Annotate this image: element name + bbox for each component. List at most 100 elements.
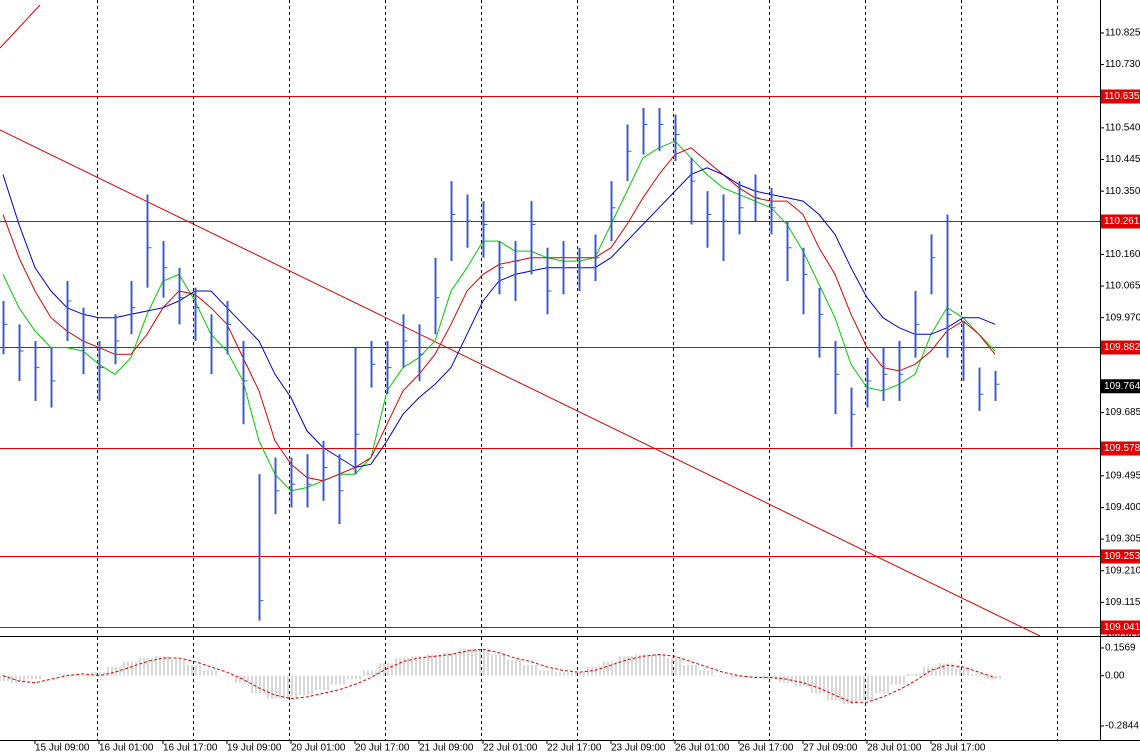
oscillator-bar [891,675,893,685]
oscillator-bar [743,675,745,678]
y-tick-label: 0.00 [1105,670,1125,681]
oscillator-bar [799,675,801,687]
oscillator-bar [575,672,577,676]
oscillator-bar [415,656,417,676]
oscillator-bar [311,675,313,696]
oscillator-bar [323,675,325,690]
oscillator-bar [91,672,93,676]
oscillator-bar [259,675,261,694]
oscillator-bar [387,663,389,676]
oscillator-bar [287,675,289,699]
oscillator-bar [39,675,41,680]
x-tick-label: 22 Jul 01:00 [483,743,538,754]
oscillator-bar [735,675,737,678]
oscillator-bar [467,649,469,676]
oscillator-bar [711,670,713,676]
level-label-box [1101,441,1140,456]
oscillator-bar [719,675,721,677]
oscillator-bar [511,659,513,676]
oscillator-bar [819,675,821,694]
oscillator-bar [643,654,645,676]
y-tick-label: 110.350 [1105,186,1140,197]
oscillator-bar [347,675,349,680]
oscillator-bar [671,658,673,676]
oscillator-bar [887,675,889,694]
oscillator-bar [883,675,885,694]
oscillator-bar [143,658,145,676]
oscillator-bar [3,675,5,681]
oscillator-bar [183,659,185,676]
oscillator-bar [675,658,677,676]
oscillator-bar [895,675,897,685]
oscillator-bar [255,675,257,694]
oscillator-bar [55,675,57,677]
oscillator-bar [723,675,725,677]
oscillator-bar [555,672,557,676]
oscillator-bar [823,675,825,694]
oscillator-bar [527,665,529,676]
oscillator-bar [191,665,193,676]
oscillator-bar [43,675,45,677]
oscillator-bar [847,675,849,704]
oscillator-bar [439,654,441,676]
oscillator-bar [399,658,401,676]
oscillator-bar [951,663,953,676]
oscillator-bar [863,675,865,701]
oscillator-bar [455,652,457,676]
oscillator-bar [663,654,665,676]
oscillator-bar [779,675,781,683]
oscillator-bar [475,649,477,676]
oscillator-bar [971,673,973,676]
oscillator-bar [0,675,1,681]
oscillator-bar [707,670,709,676]
oscillator-bar [875,675,877,694]
oscillator-bar [631,656,633,676]
oscillator-bar [691,665,693,676]
level-label-box [1101,89,1140,104]
oscillator-bar [427,654,429,676]
x-tick-label: 15 Jul 09:00 [35,743,90,754]
oscillator-bar [175,659,177,676]
oscillator-bar [791,675,793,683]
oscillator-bar [99,672,101,676]
oscillator-bar [739,675,741,678]
oscillator-bar [495,654,497,676]
oscillator-bar [759,675,761,678]
signal-line [2,648,996,703]
oscillator-bar [47,675,49,677]
oscillator-bar [123,661,125,676]
level-label: 110.635 [1104,91,1140,102]
oscillator-bar [695,665,697,676]
oscillator-bar [267,675,269,699]
x-tick-label: 16 Jul 17:00 [163,743,218,754]
oscillator-bar [271,675,273,699]
oscillator-bar [567,672,569,676]
oscillator-bar [855,675,857,704]
oscillator-bar [635,654,637,676]
y-tick-label: 109.970 [1105,312,1140,323]
oscillator-bar [379,663,381,676]
x-tick-label: 28 Jul 01:00 [867,743,922,754]
oscillator-bar [831,675,833,701]
oscillator-bar [391,663,393,676]
x-tick-label: 28 Jul 17:00 [931,743,986,754]
last-price-box [1101,379,1140,394]
level-label: 109.041 [1104,622,1140,633]
oscillator-bar [351,675,353,680]
oscillator-bar [227,675,229,677]
oscillator-bar [75,675,77,677]
y-tick-label: 109.210 [1105,565,1140,576]
oscillator-bar [127,661,129,676]
oscillator-bar [435,654,437,676]
oscillator-bar [27,675,29,680]
oscillator-bar [923,666,925,676]
oscillator-bar [195,665,197,676]
oscillator-bar [275,675,277,699]
oscillator-bar [975,673,977,676]
oscillator-bar [807,675,809,687]
oscillator-bar [187,665,189,676]
level-label-box [1101,214,1140,229]
oscillator-bar [343,675,345,685]
oscillator-bar [907,673,909,676]
